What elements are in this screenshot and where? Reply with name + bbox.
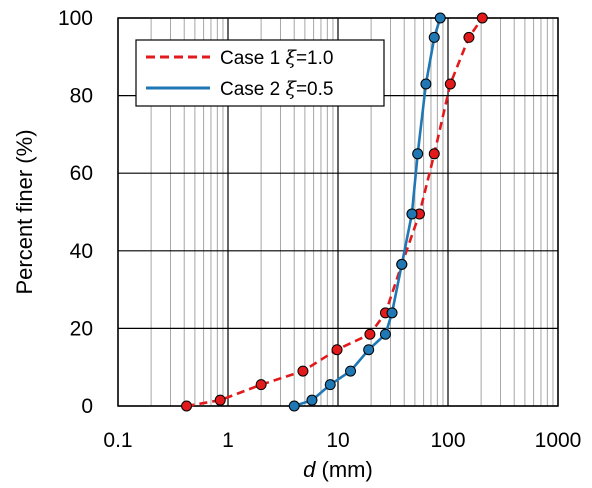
y-tick-label: 20 <box>70 317 93 340</box>
plot-area-frame <box>117 17 559 407</box>
data-point-case-1 <box>463 31 475 43</box>
legend-label-case-2: Case 2 ξ=0.5 <box>220 78 333 100</box>
data-point-case-1 <box>331 344 343 356</box>
data-point-case-1 <box>444 78 456 90</box>
legend-case-2-name: Case 2 <box>220 79 285 100</box>
data-point-case-2 <box>386 307 398 319</box>
y-tick-label: 80 <box>70 85 93 108</box>
data-point-case-2 <box>428 31 440 43</box>
y-axis-title: Percent finer (%) <box>12 129 37 294</box>
data-point-case-2 <box>324 379 336 391</box>
data-point-case-2 <box>396 258 408 270</box>
data-point-case-2 <box>406 208 418 220</box>
data-point-case-2 <box>363 344 375 356</box>
data-point-case-1 <box>364 328 376 340</box>
x-tick-label: 10 <box>326 429 349 452</box>
y-tick-labels: 0 20 40 60 80 100 <box>58 7 93 418</box>
legend-case-1-symbol: ξ <box>285 47 297 69</box>
data-point-case-2 <box>412 148 424 160</box>
data-point-case-1 <box>297 365 309 377</box>
x-axis-variable: d <box>303 457 316 482</box>
series-layer <box>181 12 488 412</box>
legend-box <box>135 39 385 107</box>
data-point-case-2 <box>379 328 391 340</box>
legend-case-1-value: =1.0 <box>296 48 334 69</box>
legend: Case 1 ξ=1.0 Case 2 ξ=0.5 <box>135 39 385 107</box>
x-tick-label: 1000 <box>535 429 582 452</box>
x-tick-label: 1 <box>222 429 234 452</box>
y-tick-label: 60 <box>70 162 93 185</box>
data-point-case-1 <box>255 379 267 391</box>
legend-case-1-name: Case 1 <box>220 48 285 69</box>
y-tick-label: 40 <box>70 240 93 263</box>
legend-label-case-1: Case 1 ξ=1.0 <box>220 47 333 69</box>
y-tick-label: 0 <box>81 395 93 418</box>
legend-case-2-value: =0.5 <box>296 79 334 100</box>
data-point-case-1 <box>428 148 440 160</box>
x-tick-labels: 0.1 1 10 100 1000 <box>103 429 581 452</box>
data-point-case-2 <box>306 394 318 406</box>
data-point-case-2 <box>288 400 300 412</box>
data-point-case-2 <box>434 12 446 24</box>
legend-case-2-symbol: ξ <box>285 78 297 100</box>
data-point-case-1 <box>214 394 226 406</box>
x-axis-title: d (mm) <box>303 457 373 482</box>
data-point-case-1 <box>181 400 193 412</box>
y-tick-label: 100 <box>58 7 93 30</box>
data-point-case-2 <box>420 78 432 90</box>
x-axis-unit: (mm) <box>315 457 372 482</box>
x-tick-label: 100 <box>430 429 465 452</box>
x-tick-label: 0.1 <box>103 429 132 452</box>
data-point-case-2 <box>345 365 357 377</box>
data-point-case-1 <box>476 12 488 24</box>
